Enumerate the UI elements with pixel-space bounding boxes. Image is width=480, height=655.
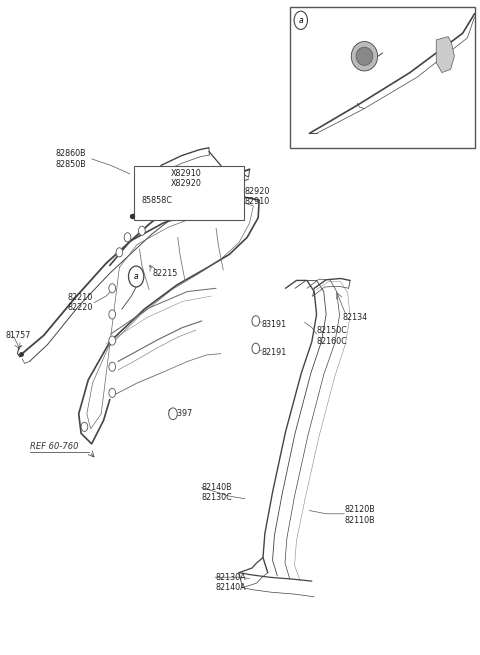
Text: REF 60-760: REF 60-760 [30,442,79,451]
Text: 83397: 83397 [167,409,192,419]
Circle shape [139,226,145,235]
Circle shape [129,266,144,287]
Text: 83191: 83191 [262,320,287,329]
Text: 82210
82220: 82210 82220 [68,293,93,312]
Text: 82215: 82215 [153,269,178,278]
Bar [134,166,244,219]
Text: 82860B
82850B: 82860B 82850B [56,149,86,168]
Text: 81757: 81757 [5,331,31,340]
Text: 82150C
82160C: 82150C 82160C [317,326,348,346]
Text: 82920
82910: 82920 82910 [245,187,270,206]
Text: 82130A
82140A: 82130A 82140A [215,572,246,592]
Text: 85858C: 85858C [142,196,173,204]
Circle shape [81,422,88,432]
Polygon shape [436,37,455,73]
Text: 82775
82785: 82775 82785 [412,72,436,92]
Text: a: a [299,16,303,25]
Text: X82910
X82920: X82910 X82920 [170,169,202,188]
Text: 82775
82785: 82775 82785 [411,91,437,111]
Circle shape [168,408,177,420]
Circle shape [109,362,116,371]
Ellipse shape [356,47,373,66]
Circle shape [252,343,260,354]
Circle shape [294,11,308,29]
Ellipse shape [351,41,378,71]
Text: 82134: 82134 [343,313,368,322]
Circle shape [252,316,260,326]
Bar [290,7,475,148]
Circle shape [116,248,123,257]
Circle shape [109,310,116,319]
Circle shape [109,284,116,293]
Text: 82140B
82130C: 82140B 82130C [202,483,232,502]
Circle shape [124,233,131,242]
Text: a: a [134,272,138,281]
Text: 96310J
96310K: 96310J 96310K [298,51,328,71]
Circle shape [109,336,116,345]
Text: 82191: 82191 [262,348,287,358]
Circle shape [109,388,116,398]
Text: 82120B
82110B: 82120B 82110B [344,506,375,525]
Text: 96310J
96310K: 96310J 96310K [299,44,328,64]
